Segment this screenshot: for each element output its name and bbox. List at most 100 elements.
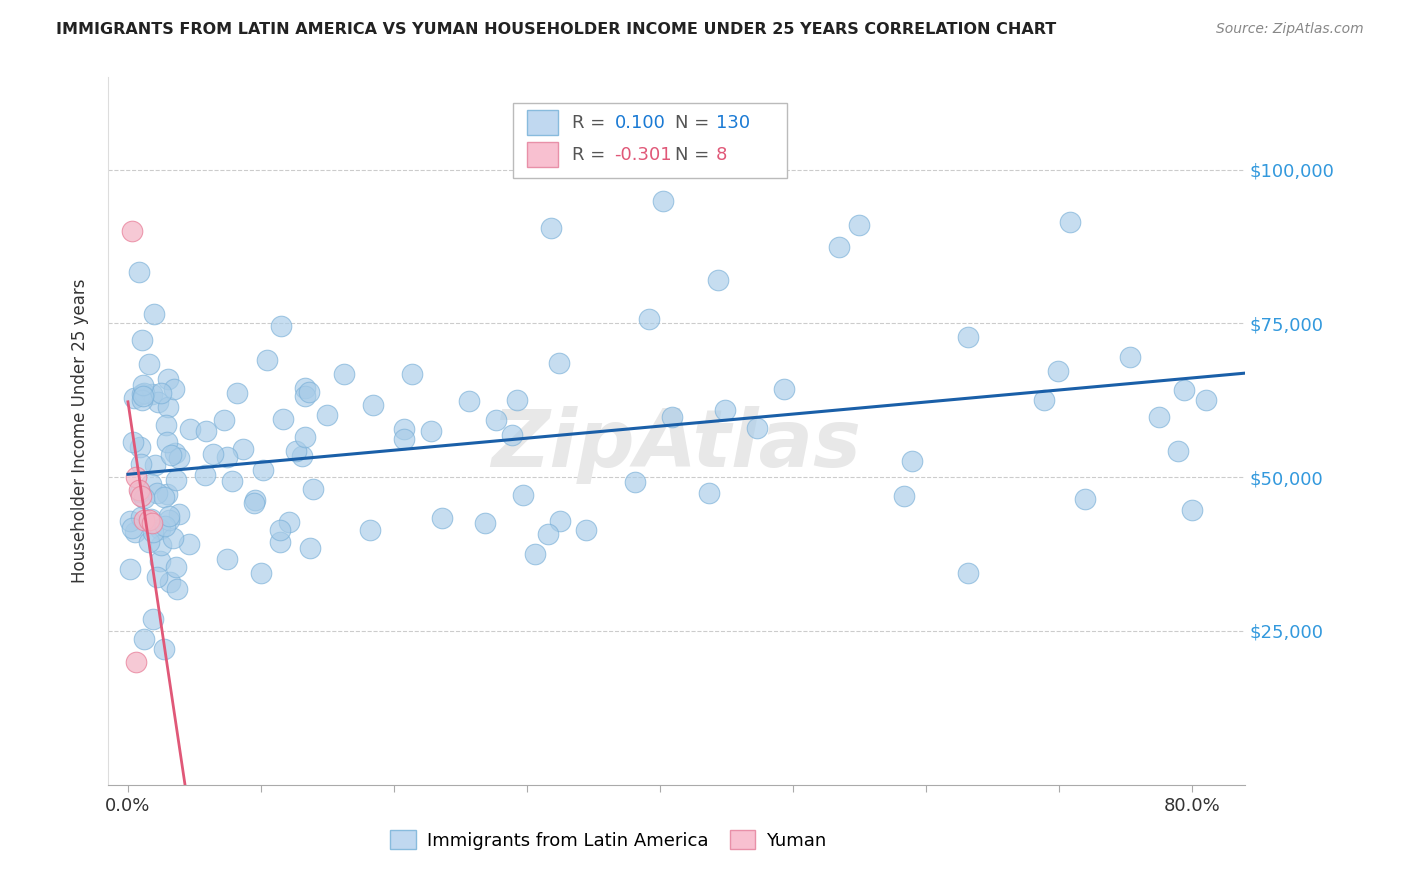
Point <box>156 486 179 500</box>
Point <box>128 483 150 497</box>
Point <box>145 485 167 500</box>
Text: Source: ZipAtlas.com: Source: ZipAtlas.com <box>1216 22 1364 37</box>
Point <box>156 372 179 386</box>
Point <box>294 389 316 403</box>
Point <box>252 462 274 476</box>
Point <box>401 368 423 382</box>
Point <box>139 511 162 525</box>
Point <box>638 312 661 326</box>
Point <box>146 569 169 583</box>
Point <box>394 432 416 446</box>
Point <box>128 440 150 454</box>
Point <box>277 515 299 529</box>
Point <box>149 385 172 400</box>
Point <box>575 523 598 537</box>
Point <box>121 434 143 449</box>
Y-axis label: Householder Income Under 25 years: Householder Income Under 25 years <box>72 279 89 583</box>
Point <box>285 444 308 458</box>
Point <box>714 403 737 417</box>
Point <box>131 333 153 347</box>
Point <box>243 496 266 510</box>
Point <box>131 389 153 403</box>
Point <box>165 446 187 460</box>
Text: 8: 8 <box>716 146 727 164</box>
Point <box>167 508 190 522</box>
Point <box>131 377 153 392</box>
Point <box>474 516 496 531</box>
Point <box>359 524 381 538</box>
Point <box>537 526 560 541</box>
Point <box>149 522 172 536</box>
Point <box>747 420 769 434</box>
Point <box>212 413 235 427</box>
Point <box>1167 444 1189 458</box>
Point <box>142 307 165 321</box>
Point <box>155 418 177 433</box>
Point <box>548 515 571 529</box>
Point <box>707 272 730 286</box>
Point <box>1147 409 1170 424</box>
Point <box>134 491 156 506</box>
Point <box>120 561 142 575</box>
Point <box>893 489 915 503</box>
Point <box>143 458 166 472</box>
Point <box>316 409 339 423</box>
Point <box>162 531 184 545</box>
Point <box>159 574 181 589</box>
Point <box>828 240 851 254</box>
Text: 0.100: 0.100 <box>614 114 665 132</box>
Point <box>524 547 547 561</box>
Point <box>848 218 870 232</box>
Point <box>1195 393 1218 408</box>
Point <box>146 394 169 409</box>
Point <box>163 382 186 396</box>
Point <box>167 450 190 465</box>
Point <box>179 422 201 436</box>
Point <box>152 490 174 504</box>
Point <box>430 511 453 525</box>
Point <box>122 391 145 405</box>
Point <box>697 485 720 500</box>
Point <box>900 454 922 468</box>
Point <box>141 516 163 531</box>
Point <box>139 477 162 491</box>
Point <box>269 534 291 549</box>
Point <box>128 265 150 279</box>
Text: ZipAtlas: ZipAtlas <box>492 406 862 484</box>
Point <box>149 538 172 552</box>
Point <box>250 566 273 580</box>
Point <box>131 392 153 407</box>
Text: R =: R = <box>572 146 606 164</box>
Point <box>256 352 278 367</box>
Point <box>1059 215 1081 229</box>
Point <box>298 541 321 556</box>
Point <box>132 386 155 401</box>
Point <box>215 450 238 465</box>
Point <box>271 412 294 426</box>
Point <box>1033 392 1056 407</box>
Point <box>512 487 534 501</box>
Point <box>138 535 160 549</box>
Point <box>156 435 179 450</box>
Point <box>121 224 143 238</box>
Point <box>392 422 415 436</box>
Point <box>221 474 243 488</box>
Point <box>120 515 142 529</box>
Point <box>485 412 508 426</box>
Text: N =: N = <box>675 146 709 164</box>
Point <box>232 442 254 456</box>
Text: N =: N = <box>675 114 709 132</box>
Point <box>1180 503 1202 517</box>
Point <box>157 509 180 524</box>
Point <box>1119 350 1142 364</box>
Point <box>457 394 479 409</box>
Point <box>269 523 291 537</box>
Point <box>298 385 321 400</box>
Point <box>129 489 152 503</box>
Point <box>202 447 225 461</box>
Point <box>157 400 180 414</box>
Point <box>129 485 152 500</box>
Point <box>166 582 188 597</box>
Point <box>501 428 523 442</box>
Point <box>138 357 160 371</box>
